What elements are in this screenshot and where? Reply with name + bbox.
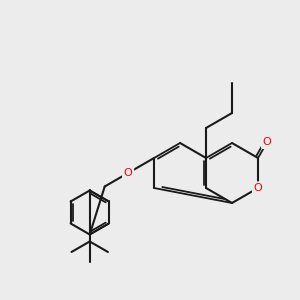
Text: O: O (254, 183, 262, 193)
Text: O: O (124, 168, 133, 178)
Text: O: O (262, 137, 272, 147)
